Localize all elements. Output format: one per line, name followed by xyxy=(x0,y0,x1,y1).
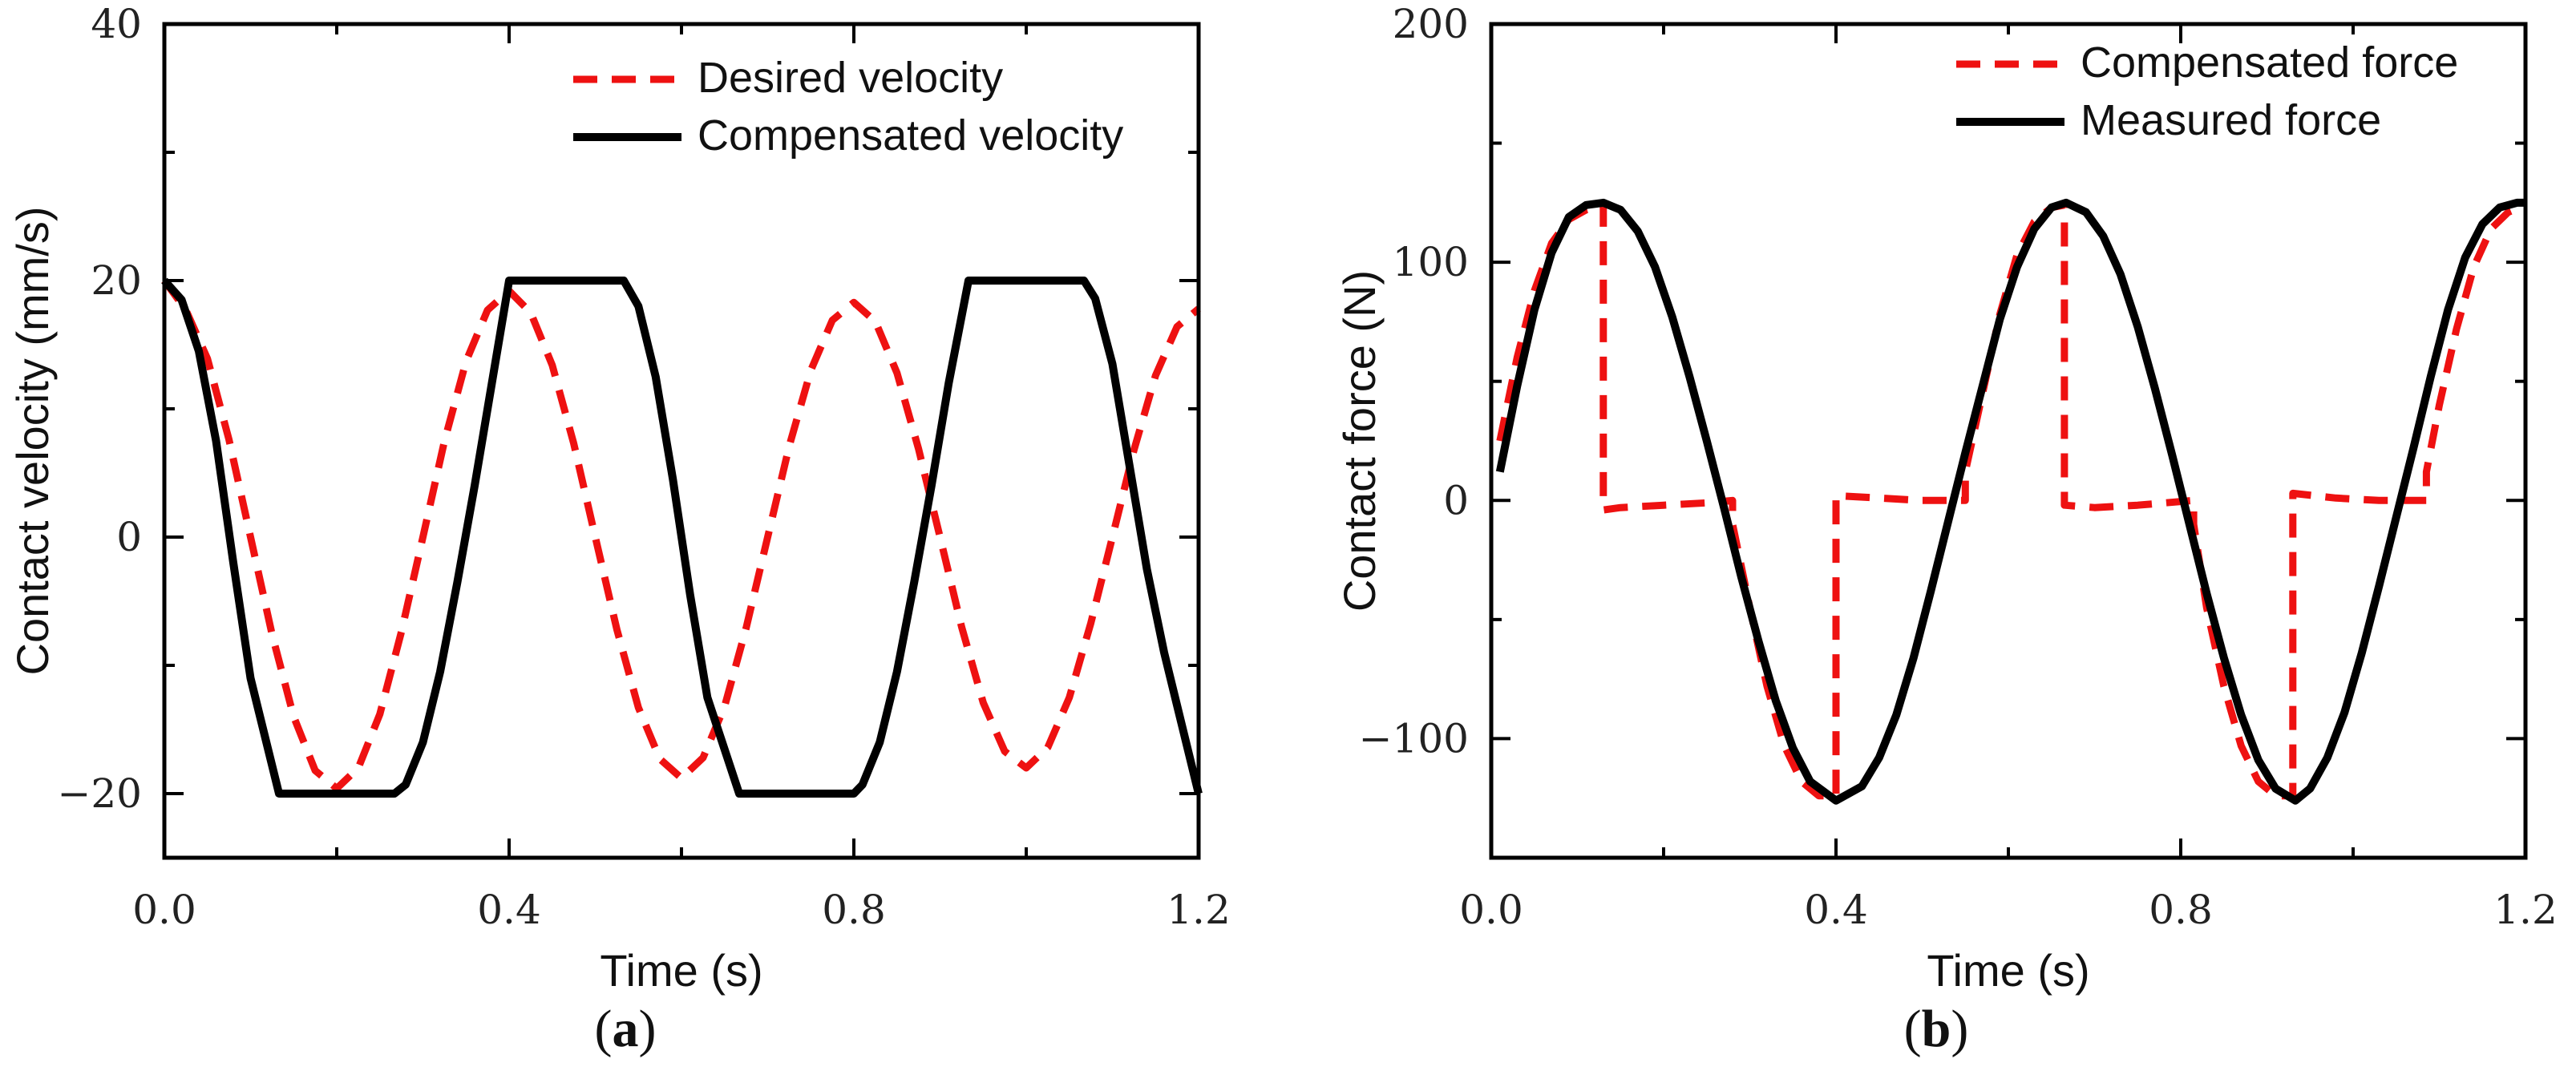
y-axis-title: Contact velocity (mm/s) xyxy=(7,207,58,676)
series-line-desired-velocity xyxy=(161,278,1201,793)
y-tick-label: −20 xyxy=(57,770,142,817)
x-tick-label: 0.4 xyxy=(1804,887,1868,933)
series-line-measured-force xyxy=(1495,198,2525,805)
plot-curves xyxy=(161,277,1203,798)
panel-label-b-letter: b xyxy=(1922,1000,1951,1058)
x-tick-label: 1.2 xyxy=(2493,887,2558,933)
y-tick-label: −100 xyxy=(1359,715,1469,762)
axis-tick-labels: 0.0 0.4 0.8 1.2 −20 0 20 40 xyxy=(57,1,1230,933)
panel-label-a: (a) xyxy=(595,1000,657,1058)
x-tick-label: 0.0 xyxy=(1459,887,1523,933)
axis-tick-labels: 0.0 0.4 0.8 1.2 −100 0 100 200 xyxy=(1359,1,2558,933)
chart-panel-a: 0.0 0.4 0.8 1.2 −20 0 20 40 Time (s) Contact ve… xyxy=(7,1,1231,1058)
panel-label-a-letter: a xyxy=(613,1000,639,1058)
plot-curves xyxy=(1495,198,2527,805)
legend: Desired velocity Compensated velocity xyxy=(573,54,1123,160)
series-line-compensated-velocity xyxy=(161,277,1203,798)
y-tick-label: 200 xyxy=(1393,1,1469,47)
x-axis-title: Time (s) xyxy=(600,945,762,996)
x-axis-title: Time (s) xyxy=(1927,945,2089,996)
plot-frame xyxy=(1489,22,2528,860)
legend-label-compensated-force: Compensated force xyxy=(2081,38,2458,87)
x-tick-label: 0.8 xyxy=(2149,887,2213,933)
y-tick-label: 0 xyxy=(116,514,142,560)
legend-label-compensated-velocity: Compensated velocity xyxy=(698,111,1123,160)
legend: Compensated force Measured force xyxy=(1956,38,2458,144)
y-axis-title: Contact force (N) xyxy=(1334,270,1385,612)
y-tick-label: 0 xyxy=(1443,477,1469,523)
x-tick-label: 0.8 xyxy=(822,887,886,933)
x-tick-label: 1.2 xyxy=(1167,887,1231,933)
panel-label-b: (b) xyxy=(1904,1000,1969,1058)
y-tick-label: 40 xyxy=(91,1,142,47)
chart-panel-b: 0.0 0.4 0.8 1.2 −100 0 100 200 Time (s) Contact… xyxy=(1334,1,2558,1058)
legend-label-measured-force: Measured force xyxy=(2081,96,2381,144)
y-tick-label: 20 xyxy=(91,257,142,304)
legend-label-desired-velocity: Desired velocity xyxy=(698,54,1003,102)
x-tick-label: 0.4 xyxy=(477,887,541,933)
series-line-compensated-force xyxy=(1496,201,2527,800)
axis-ticks xyxy=(163,22,1200,858)
x-tick-label: 0.0 xyxy=(132,887,196,933)
axis-ticks xyxy=(1490,22,2527,859)
y-tick-label: 100 xyxy=(1393,239,1469,285)
